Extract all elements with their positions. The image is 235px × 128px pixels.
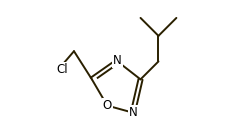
Text: N: N (129, 106, 138, 119)
Text: Cl: Cl (57, 63, 68, 76)
Text: O: O (103, 99, 112, 112)
Text: N: N (113, 54, 122, 67)
